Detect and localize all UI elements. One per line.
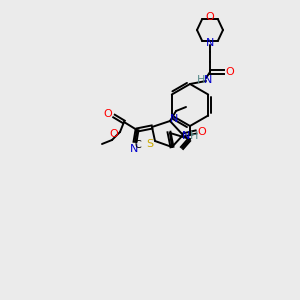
Text: N: N: [206, 38, 214, 47]
Text: O: O: [110, 129, 118, 139]
Text: N: N: [204, 75, 212, 85]
Text: O: O: [226, 67, 234, 77]
Text: O: O: [103, 109, 112, 119]
Text: N: N: [182, 131, 190, 141]
Text: C: C: [135, 140, 141, 150]
Text: H: H: [197, 75, 205, 85]
Text: O: O: [198, 127, 206, 137]
Text: N: N: [130, 144, 138, 154]
Text: O: O: [206, 13, 214, 22]
Text: N: N: [170, 114, 178, 124]
Text: S: S: [146, 139, 154, 149]
Text: H: H: [190, 131, 198, 141]
